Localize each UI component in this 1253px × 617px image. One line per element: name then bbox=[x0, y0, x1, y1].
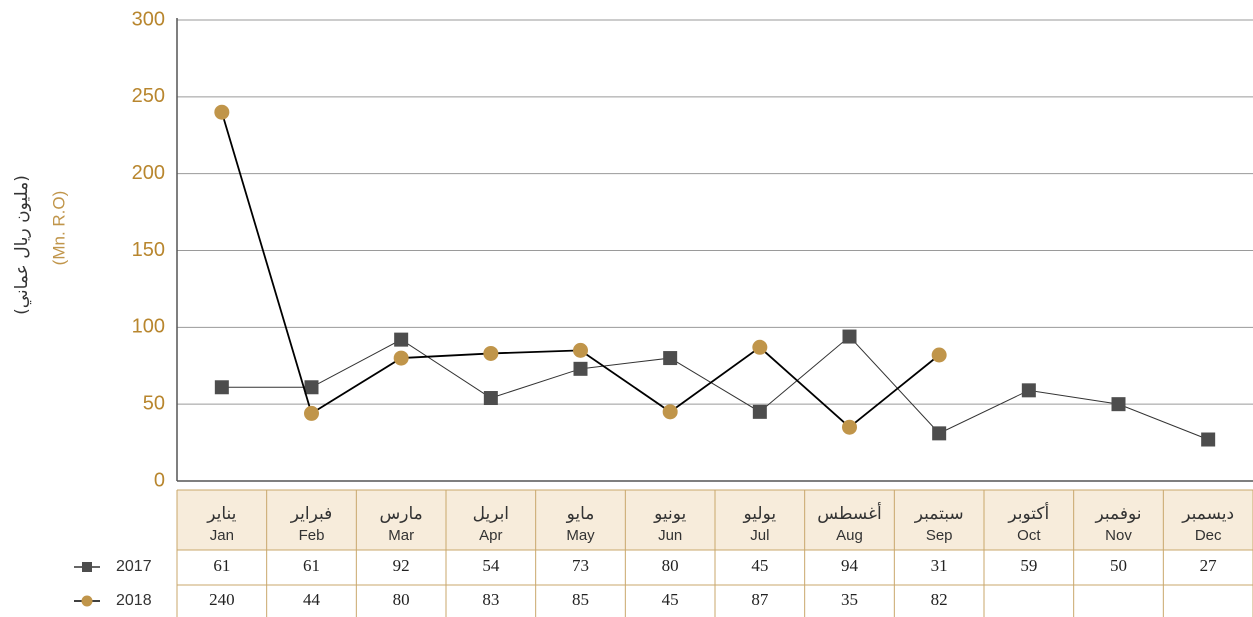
x-tick-label: Mar bbox=[388, 527, 414, 544]
y-axis-unit: (Mn. R.O) bbox=[49, 191, 68, 266]
y-tick-label: 0 bbox=[154, 469, 165, 491]
x-tick-label: Nov bbox=[1105, 527, 1132, 544]
point bbox=[573, 361, 588, 376]
y-tick-label: 150 bbox=[132, 239, 165, 261]
point bbox=[483, 391, 498, 406]
x-tick-label-ar: نوفمبر bbox=[1095, 504, 1142, 524]
x-tick-label-ar: يوليو bbox=[743, 504, 777, 524]
table-value: 45 bbox=[751, 556, 768, 575]
table-value: 50 bbox=[1110, 556, 1127, 575]
x-tick-label-ar: ديسمبر bbox=[1181, 504, 1234, 524]
x-tick-label-ar: فبراير bbox=[290, 504, 332, 524]
x-tick-label-ar: يناير bbox=[206, 504, 236, 524]
table-value: 87 bbox=[751, 590, 769, 609]
legend-label: 2017 bbox=[116, 558, 152, 575]
x-tick-label: Jul bbox=[750, 527, 769, 544]
x-tick-label-ar: يونيو bbox=[653, 504, 686, 524]
legend-label: 2018 bbox=[116, 592, 152, 609]
point bbox=[1111, 397, 1126, 412]
x-tick-label-ar: مايو bbox=[566, 504, 595, 524]
point bbox=[483, 345, 499, 361]
series-line bbox=[220, 111, 940, 429]
x-tick-label: Apr bbox=[479, 527, 502, 544]
series-line bbox=[221, 335, 1209, 440]
x-tick-label: Feb bbox=[299, 527, 325, 544]
table-value: 240 bbox=[209, 590, 235, 609]
point bbox=[662, 404, 678, 420]
x-tick-label-ar: سبتمبر bbox=[914, 504, 964, 524]
x-tick-label: Sep bbox=[926, 527, 953, 544]
table-value: 80 bbox=[662, 556, 679, 575]
point bbox=[214, 104, 230, 120]
y-axis-title: (مليون ريال عماني) bbox=[12, 175, 32, 315]
x-tick-label: Dec bbox=[1195, 527, 1222, 544]
point bbox=[304, 405, 319, 421]
x-tick-label-ar: أغسطس bbox=[817, 502, 881, 524]
table-value: 94 bbox=[841, 556, 859, 575]
table-value: 61 bbox=[213, 556, 230, 575]
table-value: 54 bbox=[482, 556, 500, 575]
table-value: 59 bbox=[1020, 556, 1037, 575]
y-tick-label: 100 bbox=[132, 316, 165, 338]
point bbox=[752, 404, 767, 419]
table-value: 85 bbox=[572, 590, 589, 609]
x-tick-label-ar: مارس bbox=[380, 504, 423, 524]
point bbox=[214, 380, 229, 395]
point bbox=[394, 332, 409, 347]
x-tick-label: Oct bbox=[1017, 527, 1041, 544]
table-value: 61 bbox=[303, 556, 320, 575]
table-value: 45 bbox=[662, 590, 679, 609]
point bbox=[842, 419, 857, 435]
table-value: 27 bbox=[1200, 556, 1218, 575]
point bbox=[931, 347, 947, 363]
legend-marker bbox=[81, 595, 93, 607]
point bbox=[573, 342, 588, 358]
point bbox=[752, 339, 768, 355]
x-tick-label: Aug bbox=[836, 527, 863, 544]
table-value: 35 bbox=[841, 590, 858, 609]
point bbox=[842, 329, 857, 344]
point bbox=[1021, 383, 1036, 398]
table-value: 73 bbox=[572, 556, 589, 575]
table-value: 82 bbox=[931, 590, 948, 609]
y-tick-label: 50 bbox=[143, 392, 165, 414]
x-tick-label: Jan bbox=[210, 527, 234, 544]
point bbox=[304, 380, 319, 395]
x-tick-label: May bbox=[566, 527, 595, 544]
legend-marker bbox=[82, 562, 92, 572]
y-tick-label: 250 bbox=[132, 85, 165, 107]
point bbox=[663, 351, 678, 366]
table-value: 92 bbox=[393, 556, 410, 575]
x-tick-label-ar: أكتوبر bbox=[1007, 502, 1049, 524]
x-tick-label: Jun bbox=[658, 527, 682, 544]
point bbox=[932, 426, 947, 441]
table-value: 31 bbox=[931, 556, 948, 575]
table-value: 80 bbox=[393, 590, 410, 609]
table-value: 83 bbox=[482, 590, 499, 609]
table-value: 44 bbox=[303, 590, 321, 609]
y-tick-label: 200 bbox=[132, 162, 165, 184]
point bbox=[1201, 432, 1216, 447]
point bbox=[393, 350, 409, 366]
y-tick-label: 300 bbox=[132, 8, 165, 30]
x-tick-label-ar: ابريل bbox=[473, 504, 509, 524]
